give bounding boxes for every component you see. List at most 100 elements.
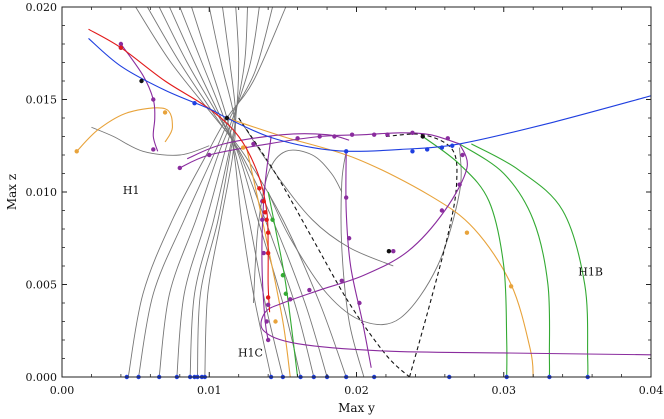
tick-layer: 0.00 0.01 0.02 0.03 0.04 0.000 0.005 0.010 0.015…: [26, 1, 664, 397]
data-point-purple: [307, 287, 312, 293]
series-line-gray: [127, 7, 287, 377]
data-point-purple: [391, 249, 396, 254]
data-point-orange: [162, 110, 168, 115]
data-point-purple: [349, 132, 355, 137]
data-point-purple: [177, 165, 182, 171]
data-point-purple: [265, 337, 271, 343]
data-point-red: [257, 186, 262, 191]
data-point-purple: [445, 136, 450, 141]
data-point-red: [118, 45, 124, 50]
data-point-purple: [332, 134, 337, 139]
series-line-gray: [238, 117, 394, 267]
data-point-red: [264, 217, 269, 222]
data-point-purple: [460, 152, 465, 158]
series-line-gray: [197, 7, 237, 377]
data-point-purple: [251, 141, 256, 147]
series-line-gray: [158, 7, 260, 377]
data-point-purple: [265, 302, 271, 308]
series-line-gray: [169, 7, 301, 377]
series-line-gray: [267, 147, 462, 326]
series-line-purple: [345, 151, 372, 368]
data-point-purple: [151, 147, 156, 152]
data-point-purple: [410, 130, 415, 135]
data-point-purple: [260, 217, 265, 222]
data-point-orange: [464, 230, 470, 235]
y-tick-label: 0.020: [26, 1, 58, 14]
series-line-gray: [189, 7, 240, 377]
y-tick-label: 0.000: [26, 371, 58, 384]
x-tick-label: 0.00: [50, 384, 75, 397]
data-point-purple: [261, 250, 266, 256]
data-point-green: [280, 273, 286, 278]
data-point-orange: [240, 145, 246, 150]
x-tick-label: 0.04: [639, 384, 664, 397]
region-label: H1B: [578, 265, 603, 278]
data-point-purple: [357, 300, 362, 306]
data-point-dashed: [386, 249, 392, 254]
data-point-orange: [74, 149, 79, 154]
region-label: H1C: [238, 347, 263, 360]
data-point-red: [261, 199, 266, 204]
x-tick-label: 0.02: [344, 384, 369, 397]
data-point-dashed: [139, 78, 144, 84]
data-point-purple: [346, 236, 352, 241]
series-line-green: [267, 191, 299, 377]
data-point-blue: [439, 145, 445, 150]
x-axis-label: Max y: [338, 401, 375, 415]
series-line-gray: [135, 7, 347, 377]
data-point-purple: [264, 319, 269, 324]
series-line-gray: [158, 7, 315, 377]
data-point-green: [270, 217, 275, 222]
data-point-red: [265, 295, 271, 300]
series-line-purple: [120, 43, 159, 152]
series-line-gray: [252, 149, 343, 304]
plot-frame: [61, 6, 652, 378]
data-point-red: [265, 250, 271, 256]
data-point-dashed: [224, 115, 230, 121]
data-point-blue: [450, 143, 455, 148]
y-tick-label: 0.010: [26, 186, 58, 199]
series-line-gray: [340, 151, 365, 377]
y-tick-label: 0.005: [26, 279, 58, 292]
data-point-blue: [192, 101, 197, 106]
series-line-gray: [179, 7, 284, 377]
data-point-purple: [371, 132, 377, 137]
x-tick-label: 0.03: [492, 384, 517, 397]
data-point-blue: [424, 147, 430, 152]
data-point-red: [263, 210, 268, 215]
series-line-gray: [138, 7, 274, 377]
data-point-purple: [118, 41, 124, 47]
series-line-orange: [226, 117, 534, 377]
y-tick-label: 0.015: [26, 94, 58, 107]
series-line-gray: [147, 7, 328, 377]
data-point-orange: [508, 284, 514, 289]
data-point-purple: [151, 97, 156, 102]
data-point-purple: [288, 297, 293, 302]
series-line-gray: [91, 126, 210, 156]
data-point-purple: [439, 208, 445, 213]
annotation-layer: H1 H1C H1B: [123, 184, 603, 360]
series-line-gray: [176, 7, 248, 377]
series-line-red: [88, 28, 271, 313]
data-point-purple: [317, 134, 322, 139]
data-point-purple: [295, 136, 300, 141]
series-line-green: [459, 143, 551, 377]
series-line-blue: [88, 38, 651, 152]
y-axis-label: Max z: [5, 174, 19, 210]
series-line-green: [471, 143, 589, 377]
series-line-dashed: [385, 133, 458, 377]
x-tick-label: 0.01: [197, 384, 222, 397]
data-point-purple: [339, 278, 344, 283]
region-label: H1: [123, 184, 140, 197]
data-point-green: [283, 291, 289, 296]
data-point-purple: [343, 195, 349, 200]
series-line-purple: [260, 143, 651, 356]
data-point-blue: [343, 149, 349, 154]
data-point-purple: [385, 132, 390, 137]
data-point-blue: [410, 149, 415, 154]
data-point-red: [265, 230, 271, 235]
data-point-dashed: [420, 134, 425, 139]
series-line-purple: [179, 132, 460, 169]
series-line-gray: [204, 7, 236, 377]
